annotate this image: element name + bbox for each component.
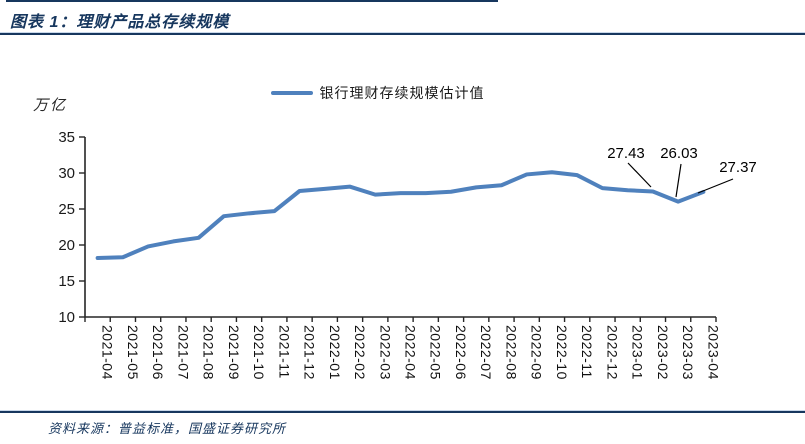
x-axis-label: 2022-03 [377, 325, 393, 380]
x-axis-label: 2021-11 [276, 325, 292, 379]
x-axis-label: 2021-08 [201, 325, 217, 380]
y-axis-unit-label: 万亿 [33, 97, 68, 114]
x-axis-label: 2022-06 [453, 325, 469, 380]
x-axis-label: 2023-03 [680, 325, 696, 380]
source-note: 资料来源：普益标准，国盛证券研究所 [48, 421, 287, 436]
y-axis-label: 10 [58, 309, 75, 326]
legend-line-swatch [270, 91, 313, 95]
x-axis-label: 2022-09 [529, 325, 545, 380]
series-line [95, 170, 706, 260]
axis-lines [84, 137, 716, 318]
top-rule [6, 0, 498, 2]
y-axis-label: 35 [58, 129, 75, 146]
x-axis-label: 2022-08 [503, 325, 519, 380]
y-axis-label: 30 [58, 165, 75, 182]
annotation-label: 27.37 [719, 159, 757, 176]
x-axis-label: 2022-05 [428, 325, 444, 380]
figure-title: 图表 1：理财产品总存续规模 [10, 14, 230, 31]
x-axis-label: 2023-01 [630, 325, 646, 380]
x-axis-label: 2021-06 [150, 325, 166, 380]
x-axis-label: 2022-10 [554, 325, 570, 380]
x-axis-label: 2021-10 [251, 325, 267, 380]
x-axis-label: 2021-12 [302, 325, 318, 380]
x-axis-label: 2023-02 [655, 325, 671, 380]
legend-entry: 银行理财存续规模估计值 [270, 83, 485, 103]
annotation-leader-line [697, 178, 734, 194]
x-axis-label: 2021-04 [100, 325, 116, 380]
footer-rule [0, 411, 805, 413]
x-axis-label: 2022-02 [352, 325, 368, 380]
x-axis-label: 2022-11 [579, 325, 595, 379]
x-axis-label: 2021-05 [125, 325, 141, 380]
chart-legend: 银行理财存续规模估计值 [0, 83, 805, 103]
title-underline-rule [0, 33, 805, 35]
legend-label: 银行理财存续规模估计值 [319, 85, 485, 101]
x-axis-label: 2023-04 [705, 325, 721, 380]
y-axis-label: 25 [58, 201, 75, 218]
x-axis-label: 2022-01 [327, 325, 343, 380]
annotation-label: 27.43 [607, 145, 645, 162]
x-axis-label: 2021-07 [175, 325, 191, 380]
x-axis-label: 2022-07 [478, 325, 494, 380]
x-axis-label: 2022-04 [403, 325, 419, 380]
y-axis-label: 20 [58, 237, 75, 254]
y-axis-label: 15 [58, 273, 75, 290]
annotation-label: 26.03 [660, 145, 698, 162]
x-axis-label: 2022-12 [604, 325, 620, 380]
annotation-leader-line [627, 162, 652, 188]
x-axis-label: 2021-09 [226, 325, 242, 380]
annotation-leader-line [675, 163, 682, 198]
